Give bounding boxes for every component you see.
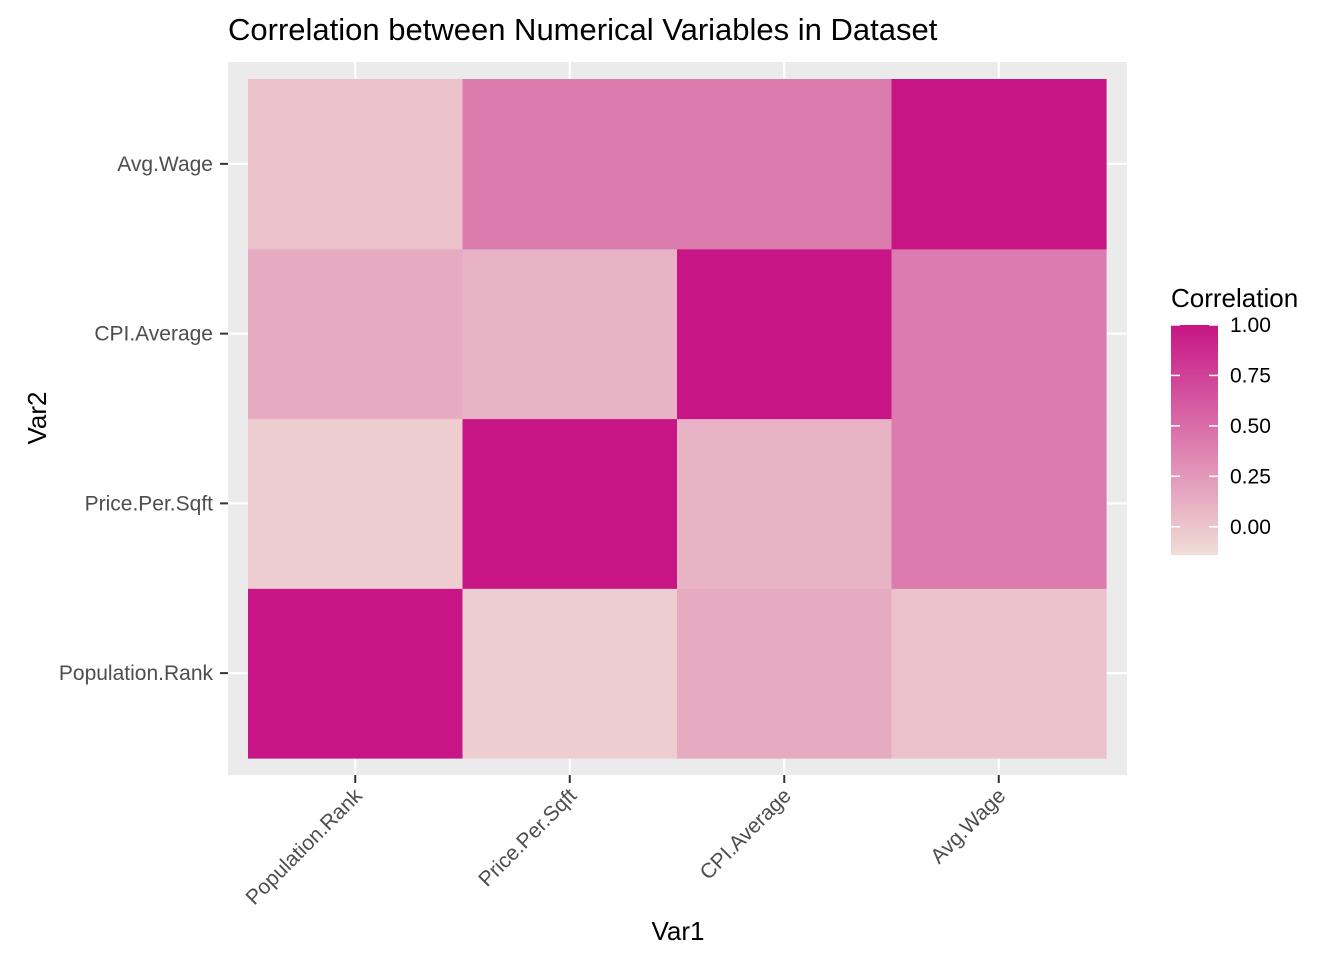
y-axis-title: Var2 xyxy=(22,392,52,445)
legend-tick-label: 0.75 xyxy=(1230,364,1271,387)
legend-colorbar xyxy=(1171,325,1218,555)
legend-tick-label: 0.00 xyxy=(1230,516,1271,539)
heatmap-cell-Price.Per.Sqft-Avg.Wage xyxy=(462,79,678,250)
heatmap-cell-Avg.Wage-Avg.Wage xyxy=(891,79,1107,250)
heatmap-cell-Avg.Wage-Population.Rank xyxy=(891,588,1107,759)
x-axis: Population.Rank Price.Per.Sqft CPI.Average… xyxy=(242,775,1010,910)
heatmap-cell-CPI.Average-Population.Rank xyxy=(677,588,893,759)
chart-title: Correlation between Numerical Variables … xyxy=(228,12,938,47)
legend-ticks: 1.00 0.75 0.50 0.25 0.00 xyxy=(1171,314,1271,539)
x-tick-label: Avg.Wage xyxy=(926,784,1010,868)
heatmap-cell-CPI.Average-Price.Per.Sqft xyxy=(677,418,893,589)
x-tick-label: Population.Rank xyxy=(242,784,368,910)
legend-tick-label: 0.50 xyxy=(1230,415,1271,438)
y-tick-label: CPI.Average xyxy=(94,323,213,346)
heatmap-cells xyxy=(248,79,1107,759)
heatmap-cell-Avg.Wage-CPI.Average xyxy=(891,248,1107,420)
heatmap-cell-CPI.Average-Avg.Wage xyxy=(677,79,893,250)
heatmap-cell-CPI.Average-CPI.Average xyxy=(677,248,893,420)
heatmap-cell-Avg.Wage-Price.Per.Sqft xyxy=(891,418,1107,589)
y-axis: Population.Rank Price.Per.Sqft CPI.Average… xyxy=(59,153,228,685)
x-axis-title: Var1 xyxy=(652,916,705,946)
heatmap-cell-Population.Rank-CPI.Average xyxy=(248,248,464,420)
y-tick-label: Population.Rank xyxy=(59,662,214,685)
legend-tick-label: 0.25 xyxy=(1230,465,1271,488)
legend-title: Correlation xyxy=(1171,283,1298,313)
x-tick-label: CPI.Average xyxy=(696,784,796,884)
y-tick-label: Price.Per.Sqft xyxy=(85,492,214,515)
heatmap-cell-Price.Per.Sqft-CPI.Average xyxy=(462,248,678,420)
legend-tick-label: 1.00 xyxy=(1230,314,1271,337)
heatmap-cell-Population.Rank-Avg.Wage xyxy=(248,79,464,250)
heatmap-cell-Price.Per.Sqft-Population.Rank xyxy=(462,588,678,759)
heatmap-cell-Population.Rank-Population.Rank xyxy=(248,588,464,759)
heatmap-cell-Population.Rank-Price.Per.Sqft xyxy=(248,418,464,589)
color-legend: Correlation 1.00 0.75 0.50 0.25 0.00 xyxy=(1171,283,1298,555)
x-tick-label: Price.Per.Sqft xyxy=(474,784,581,891)
y-tick-label: Avg.Wage xyxy=(117,153,213,176)
heatmap-cell-Price.Per.Sqft-Price.Per.Sqft xyxy=(462,418,678,589)
